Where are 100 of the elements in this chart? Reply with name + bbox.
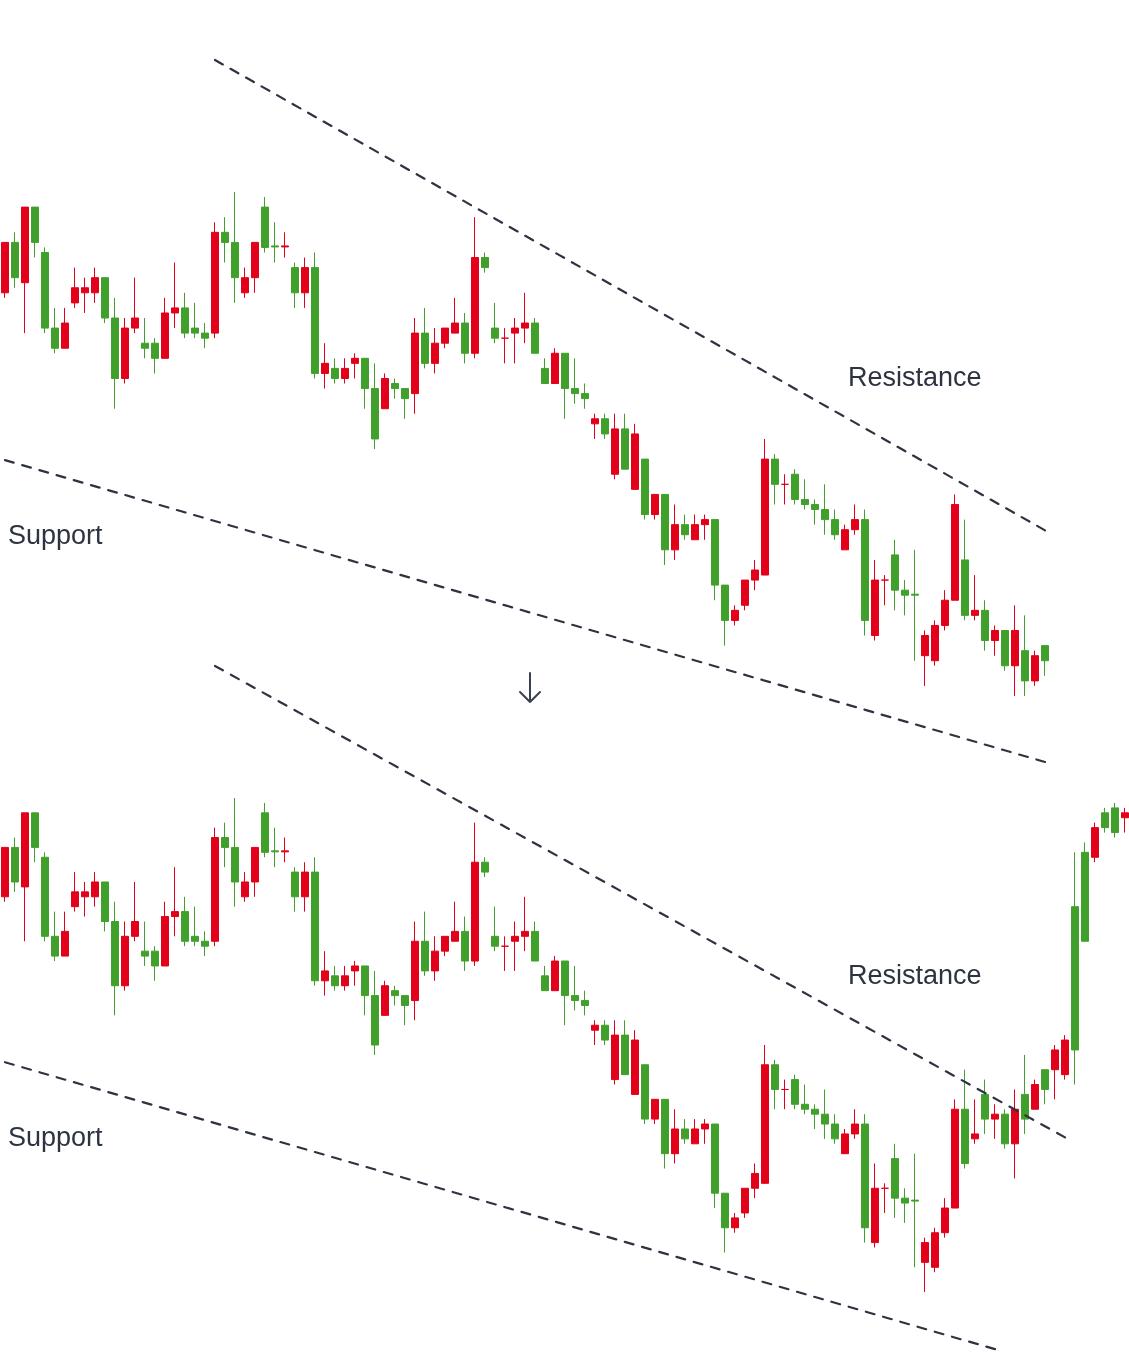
series-label: Support [8,1122,104,1153]
candlestick [841,524,849,551]
candlestick [721,584,729,647]
candlestick [851,1108,859,1140]
candlestick [1011,1088,1019,1179]
candlestick [641,1064,649,1125]
candlestick [61,307,69,349]
candlestick [951,493,959,601]
candlestick [811,1103,819,1130]
candlestick [271,221,279,264]
candlestick [1,846,9,903]
candlestick [571,357,579,405]
candlestick [211,827,219,947]
candlestick [91,267,99,304]
candlestick [721,1192,729,1253]
candlestick [181,292,189,339]
candlestick [551,347,559,385]
series-label: Support [8,520,104,551]
candlestick [1111,802,1119,839]
candlestick [141,921,149,967]
candlestick [421,911,429,977]
candlestick [401,995,409,1026]
candlestick [191,302,199,339]
candlestick [481,856,489,878]
candlestick [101,881,109,932]
candlestick [351,352,359,379]
candlestick [741,1187,749,1219]
candlestick [1021,1054,1029,1135]
candlestick [131,277,139,334]
candlestick [281,837,289,863]
candlestick [1081,841,1089,942]
candlestick [861,509,869,637]
candlestick [81,277,89,314]
series-label: Resistance [848,361,982,392]
candlestick [381,980,389,1016]
candlestick [71,267,79,309]
candlestick [251,846,259,898]
candlestick [931,1227,939,1273]
candlestick [821,483,829,536]
candlestick [441,327,449,349]
candlestick [31,206,39,259]
candlestick [791,1074,799,1110]
candlestick [241,267,249,299]
candlestick [401,388,409,420]
candlestick [11,837,19,893]
candlestick [871,559,879,642]
candlestick [761,438,769,576]
candlestick [271,827,279,868]
candlestick [961,519,969,621]
candlestick [181,896,189,947]
candlestick [611,413,619,480]
candlestick [621,413,629,470]
candlestick [361,357,369,410]
candlestick [941,1197,949,1239]
candlestick [511,317,519,364]
candlestick [671,1108,679,1165]
candlestick [331,965,339,992]
candlestick [781,1079,789,1110]
candlestick [641,458,649,521]
candlestick [91,871,99,908]
candlestick [61,911,69,957]
candlestick [901,579,909,616]
candlestick [311,251,319,379]
candlestick [691,1118,699,1145]
candlestick [861,1113,869,1244]
candlestick [71,871,79,913]
candlestick [221,216,229,264]
candlestick [601,413,609,440]
candlestick [581,990,589,1016]
candlestick [1011,604,1019,697]
candlestick [581,383,589,410]
candlestick [261,196,269,253]
candlestick [451,901,459,942]
candlestick [1031,650,1039,687]
candlestick [801,478,809,511]
candlestick [321,342,329,390]
candlestick [821,1088,829,1140]
candlestick [151,945,159,982]
candlestick [361,965,369,1016]
candlestick [121,921,129,992]
candlestick [121,317,129,385]
candlestick [461,916,469,972]
candlestick [1,241,9,299]
candlestick [771,453,779,505]
candlestick [431,327,439,374]
candlestick [551,955,559,992]
candlestick [531,921,539,962]
candlestick [41,851,49,942]
candlestick [211,221,219,339]
candlestick [591,413,599,440]
candlestick [631,1029,639,1095]
candlestick [611,1019,619,1086]
candlestick [431,935,439,982]
candlestick [341,965,349,992]
candlestick [1001,629,1009,672]
candlestick [651,1098,659,1125]
candlestick [191,906,199,947]
candlestick [1071,851,1079,1086]
candlestick [631,423,639,490]
candlestick [201,322,209,349]
